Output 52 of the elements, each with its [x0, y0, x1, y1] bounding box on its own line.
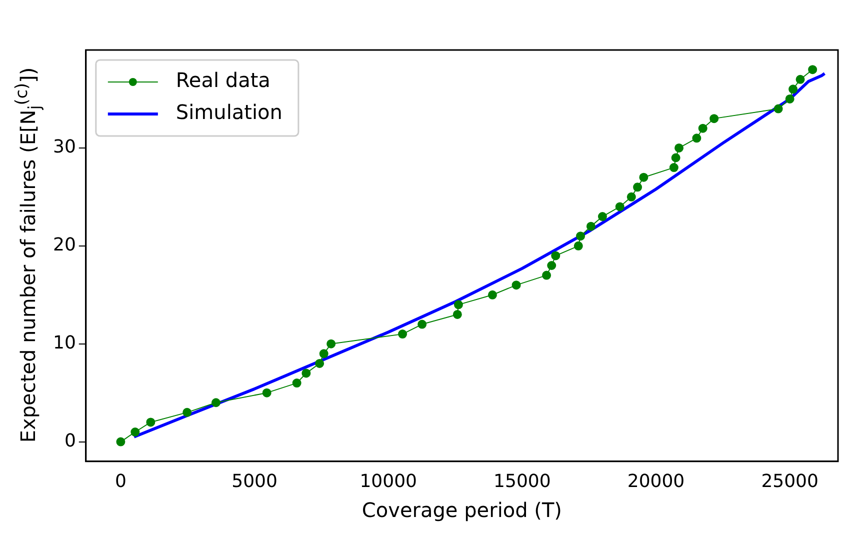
point — [315, 358, 324, 368]
point — [785, 94, 794, 104]
point — [302, 368, 311, 378]
point — [598, 212, 607, 222]
point — [211, 398, 220, 408]
point — [551, 251, 560, 260]
point — [326, 339, 336, 348]
x-tick-label: 10000 — [360, 470, 417, 492]
point — [130, 428, 140, 437]
x-tick-label: 5000 — [232, 470, 278, 492]
point — [808, 65, 818, 74]
point — [547, 260, 556, 270]
point — [292, 378, 302, 388]
point — [710, 114, 719, 124]
point — [774, 104, 783, 114]
point — [692, 134, 702, 143]
y-tick-label: 30 — [53, 136, 76, 158]
point — [788, 84, 798, 94]
point — [698, 124, 708, 133]
point — [542, 270, 552, 280]
point — [669, 163, 678, 172]
point — [398, 330, 408, 339]
point — [146, 418, 156, 427]
point — [626, 192, 636, 202]
point — [796, 74, 805, 84]
legend-label: Simulation — [176, 100, 282, 124]
point — [586, 222, 596, 231]
point — [452, 310, 462, 319]
x-tick-label: 25000 — [761, 470, 818, 492]
point — [639, 172, 648, 182]
x-tick-label: 15000 — [494, 470, 551, 492]
y-tick-label: 0 — [64, 430, 76, 452]
point — [574, 241, 583, 250]
point — [182, 408, 192, 417]
x-axis-title: Coverage period (T) — [362, 498, 562, 522]
point — [633, 182, 642, 192]
point — [418, 320, 427, 329]
point — [615, 202, 624, 212]
point — [674, 143, 684, 152]
point — [262, 388, 272, 398]
point — [116, 437, 126, 446]
point — [319, 349, 328, 358]
point — [454, 300, 463, 310]
point — [671, 153, 680, 162]
point — [488, 290, 497, 300]
y-tick-label: 10 — [53, 332, 76, 354]
y-tick-label: 20 — [53, 234, 76, 256]
point — [512, 280, 521, 290]
x-tick-label: 20000 — [627, 470, 685, 492]
x-tick-label: 0 — [114, 470, 126, 492]
point — [576, 232, 586, 241]
legend-label: Real data — [176, 68, 270, 92]
